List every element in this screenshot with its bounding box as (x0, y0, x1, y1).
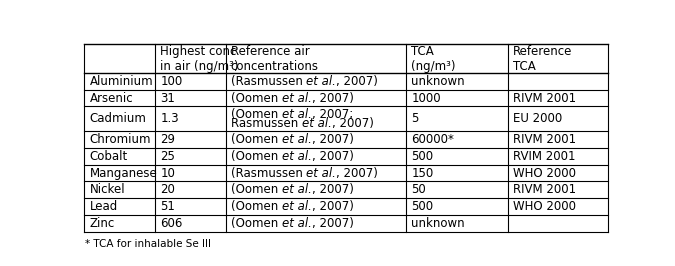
Text: Arsenic: Arsenic (90, 92, 133, 105)
Text: Reference air
concentrations: Reference air concentrations (231, 44, 319, 73)
Text: (Oomen: (Oomen (231, 217, 282, 230)
Text: et al.: et al. (282, 217, 312, 230)
Text: et al.: et al. (306, 75, 336, 88)
Text: WHO 2000: WHO 2000 (514, 200, 576, 213)
Text: , 2007): , 2007) (312, 217, 354, 230)
Text: 150: 150 (411, 167, 433, 180)
Text: Highest conc
in air (ng/m³): Highest conc in air (ng/m³) (160, 44, 239, 73)
Text: et al.: et al. (302, 117, 331, 130)
Text: WHO 2000: WHO 2000 (514, 167, 576, 180)
Text: RIVM 2001: RIVM 2001 (514, 133, 576, 146)
Text: unknown: unknown (411, 75, 465, 88)
Text: Rasmussen: Rasmussen (231, 117, 302, 130)
Text: RIVM 2001: RIVM 2001 (514, 183, 576, 196)
Text: Cadmium: Cadmium (90, 112, 146, 125)
Text: , 2007): , 2007) (312, 150, 354, 163)
Text: et al.: et al. (306, 167, 336, 180)
Text: 31: 31 (160, 92, 175, 105)
Text: 20: 20 (160, 183, 175, 196)
Text: RVIM 2001: RVIM 2001 (514, 150, 576, 163)
Text: et al.: et al. (282, 108, 312, 121)
Text: (Oomen: (Oomen (231, 133, 282, 146)
Text: (Oomen: (Oomen (231, 92, 282, 105)
Text: Reference
TCA: Reference TCA (514, 44, 572, 73)
Text: (Oomen: (Oomen (231, 108, 282, 121)
Text: (Oomen: (Oomen (231, 200, 282, 213)
Text: (Oomen: (Oomen (231, 150, 282, 163)
Text: * TCA for inhalable Se III: * TCA for inhalable Se III (86, 239, 211, 249)
Text: Zinc: Zinc (90, 217, 115, 230)
Text: , 2007): , 2007) (312, 183, 354, 196)
Text: 500: 500 (411, 150, 433, 163)
Text: , 2007): , 2007) (312, 200, 354, 213)
Text: Aluminium: Aluminium (90, 75, 153, 88)
Text: unknown: unknown (411, 217, 465, 230)
Text: et al.: et al. (282, 150, 312, 163)
Text: (Rasmussen: (Rasmussen (231, 167, 306, 180)
Text: 500: 500 (411, 200, 433, 213)
Text: , 2007): , 2007) (331, 117, 373, 130)
Text: , 2007): , 2007) (336, 167, 378, 180)
Text: 60000*: 60000* (411, 133, 454, 146)
Text: 10: 10 (160, 167, 175, 180)
Text: 5: 5 (411, 112, 418, 125)
Text: Lead: Lead (90, 200, 118, 213)
Text: , 2007): , 2007) (312, 92, 354, 105)
Text: et al.: et al. (282, 200, 312, 213)
Text: 29: 29 (160, 133, 176, 146)
Text: , 2007;: , 2007; (312, 108, 353, 121)
Text: et al.: et al. (282, 183, 312, 196)
Text: RIVM 2001: RIVM 2001 (514, 92, 576, 105)
Text: Cobalt: Cobalt (90, 150, 128, 163)
Text: (Rasmussen: (Rasmussen (231, 75, 306, 88)
Text: 50: 50 (411, 183, 426, 196)
Text: EU 2000: EU 2000 (514, 112, 562, 125)
Text: Chromium: Chromium (90, 133, 151, 146)
Text: 1.3: 1.3 (160, 112, 179, 125)
Text: 51: 51 (160, 200, 175, 213)
Text: 606: 606 (160, 217, 183, 230)
Text: (Oomen: (Oomen (231, 183, 282, 196)
Text: et al.: et al. (282, 133, 312, 146)
Text: 1000: 1000 (411, 92, 441, 105)
Text: TCA
(ng/m³): TCA (ng/m³) (411, 44, 456, 73)
Text: Nickel: Nickel (90, 183, 126, 196)
Text: , 2007): , 2007) (336, 75, 378, 88)
Text: Manganese: Manganese (90, 167, 157, 180)
Text: , 2007): , 2007) (312, 133, 354, 146)
Text: et al.: et al. (282, 92, 312, 105)
Text: 25: 25 (160, 150, 175, 163)
Text: 100: 100 (160, 75, 182, 88)
